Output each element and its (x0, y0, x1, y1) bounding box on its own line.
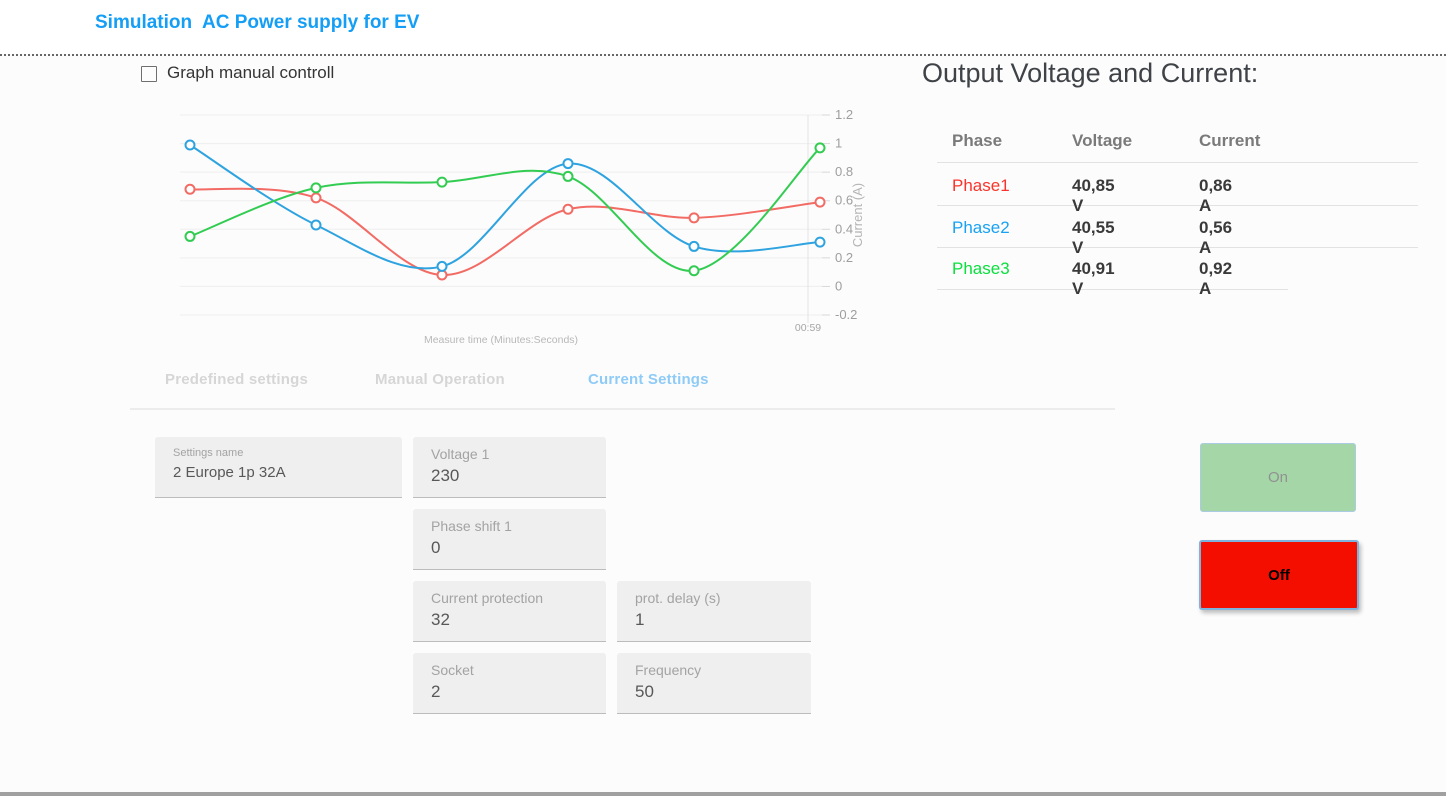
settings-name-label: Settings name (173, 447, 244, 459)
phase2-current: 0,56 A (1199, 218, 1233, 257)
y-tick-label: 1.2 (835, 107, 853, 122)
phase1-label: Phase1 (952, 176, 1010, 195)
current-protection-label: Current protection (431, 590, 544, 606)
voltage1-label: Voltage 1 (431, 446, 490, 462)
y-tick-label: -0.2 (835, 307, 857, 322)
prot-delay-input[interactable] (635, 607, 790, 630)
prot-delay-label: prot. delay (s) (635, 590, 721, 606)
table-divider (937, 205, 1418, 206)
y-tick-label: 0 (835, 278, 842, 293)
chart-point-phase1 (814, 196, 826, 208)
dotted-divider (0, 54, 1446, 56)
graph-manual-checkbox[interactable] (141, 66, 157, 82)
chart-point-phase2 (310, 219, 322, 231)
tab-current-settings[interactable]: Current Settings (588, 371, 709, 388)
table-divider (937, 289, 1288, 290)
window-bottom-edge (0, 792, 1446, 796)
chart-point-phase3 (310, 182, 322, 194)
prot-delay-field[interactable]: prot. delay (s) (617, 581, 811, 642)
x-tick-label: 00:59 (795, 322, 821, 334)
chart-point-phase3 (814, 142, 826, 154)
phase2-label: Phase2 (952, 218, 1010, 237)
chart-point-phase2 (688, 240, 700, 252)
on-button[interactable]: On (1200, 443, 1356, 512)
voltage1-input[interactable] (431, 463, 585, 486)
header-bar (0, 0, 1446, 54)
off-button[interactable]: Off (1199, 540, 1359, 610)
frequency-input[interactable] (635, 679, 790, 702)
current-protection-field[interactable]: Current protection (413, 581, 606, 642)
socket-label: Socket (431, 662, 474, 678)
phase3-current: 0,92 A (1199, 259, 1233, 298)
phase1-current: 0,86 A (1199, 176, 1233, 215)
phase3-voltage: 40,91 V (1072, 259, 1115, 298)
y-tick-label: 0.6 (835, 193, 853, 208)
chart-point-phase1 (184, 183, 196, 195)
y-axis-title: Current (A) (850, 183, 865, 247)
chart-point-phase1 (562, 203, 574, 215)
frequency-field[interactable]: Frequency (617, 653, 811, 714)
settings-name-field[interactable]: Settings name (155, 437, 402, 498)
y-tick-label: 1 (835, 136, 842, 151)
chart-point-phase1 (688, 212, 700, 224)
chart-point-phase2 (562, 158, 574, 170)
output-panel-title: Output Voltage and Current: (922, 58, 1259, 88)
chart-point-phase3 (562, 170, 574, 182)
chart-point-phase3 (436, 176, 448, 188)
current-protection-input[interactable] (431, 607, 585, 630)
chart-line-phase3 (189, 147, 821, 272)
phase1-voltage: 40,85 V (1072, 176, 1115, 215)
frequency-label: Frequency (635, 662, 702, 678)
col-header-phase: Phase (952, 131, 1003, 150)
y-tick-label: 0.8 (835, 164, 853, 179)
y-tick-label: 0.4 (835, 221, 853, 236)
settings-name-input[interactable] (173, 460, 375, 481)
phase3-label: Phase3 (952, 259, 1010, 278)
table-divider (937, 247, 1418, 248)
chart-point-phase3 (688, 265, 700, 277)
chart-point-phase2 (814, 236, 826, 248)
socket-field[interactable]: Socket (413, 653, 606, 714)
tab-manual-operation[interactable]: Manual Operation (375, 371, 505, 388)
tab-underline (130, 408, 1115, 410)
socket-input[interactable] (431, 679, 585, 702)
phase-shift1-label: Phase shift 1 (431, 518, 512, 534)
chart-point-phase2 (436, 260, 448, 272)
voltage1-field[interactable]: Voltage 1 (413, 437, 606, 498)
chart-point-phase3 (184, 230, 196, 242)
graph-manual-label: Graph manual controll (167, 63, 335, 82)
phase-shift1-input[interactable] (431, 535, 585, 558)
y-tick-label: 0.2 (835, 250, 853, 265)
phase2-voltage: 40,55 V (1072, 218, 1115, 257)
x-axis-title: Measure time (Minutes:Seconds) (424, 334, 578, 346)
table-divider (937, 162, 1418, 163)
col-header-voltage: Voltage (1072, 131, 1133, 150)
output-current-chart: 1.2 1 0.8 0.6 0.4 0.2 0 -0.2 00:59 Measure time (… (180, 107, 865, 346)
col-header-current: Current (1199, 131, 1261, 150)
chart-line-phase1 (189, 187, 821, 277)
chart-point-phase1 (310, 192, 322, 204)
phase-shift1-field[interactable]: Phase shift 1 (413, 509, 606, 570)
chart-point-phase2 (184, 139, 196, 151)
tab-predefined-settings[interactable]: Predefined settings (165, 371, 308, 388)
chart-line-phase2 (189, 144, 821, 270)
app-title: Simulation AC Power supply for EV (95, 12, 420, 33)
